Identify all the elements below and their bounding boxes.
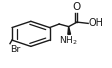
Text: O: O (71, 2, 80, 12)
Text: NH$_2$: NH$_2$ (59, 35, 77, 47)
Text: OH: OH (88, 18, 103, 28)
Polygon shape (67, 27, 70, 34)
Text: Br: Br (10, 45, 21, 54)
